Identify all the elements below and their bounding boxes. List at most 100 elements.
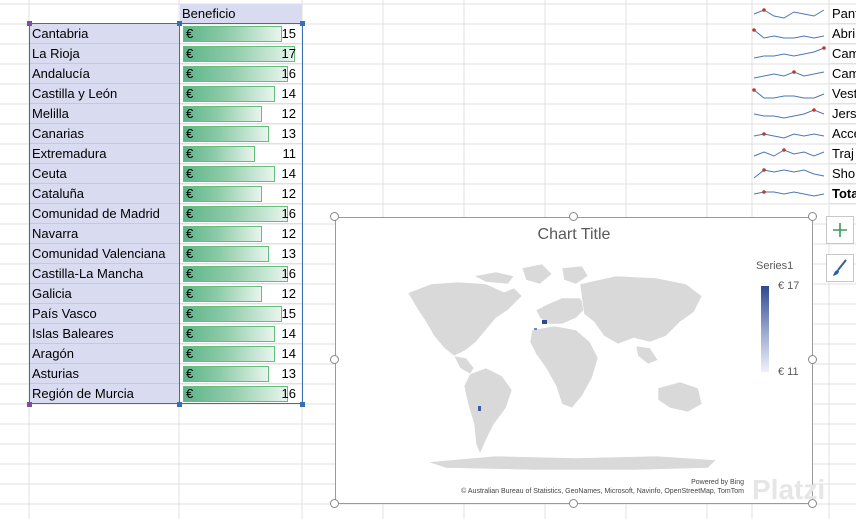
product-label[interactable]: Tota	[830, 184, 856, 204]
sparkline[interactable]	[752, 144, 828, 164]
product-label[interactable]: Acce	[830, 124, 856, 144]
world-map	[407, 263, 717, 471]
region-cell[interactable]: Castilla y León	[29, 84, 179, 104]
benefit-value: 16	[281, 386, 296, 401]
plus-icon	[833, 223, 847, 237]
benefit-cell[interactable]: €14	[180, 164, 302, 184]
region-cell[interactable]: Comunidad Valenciana	[29, 244, 179, 264]
sparkline-high-marker	[762, 132, 766, 136]
data-bar	[183, 106, 262, 122]
chart-resize-handle[interactable]	[569, 212, 578, 221]
product-label[interactable]: Abri	[830, 24, 856, 44]
region-cell[interactable]: Ceuta	[29, 164, 179, 184]
data-bar	[183, 66, 288, 82]
benefit-value: 13	[281, 246, 296, 261]
benefit-cell[interactable]: €16	[180, 204, 302, 224]
benefit-cell[interactable]: €16	[180, 264, 302, 284]
selection-handle[interactable]	[177, 402, 182, 407]
benefit-cell[interactable]: €12	[180, 284, 302, 304]
sparkline[interactable]	[752, 84, 828, 104]
legend-color-scale	[761, 286, 769, 372]
region-cell[interactable]: Canarias	[29, 124, 179, 144]
map-mark-spain	[542, 320, 547, 324]
data-bar	[183, 286, 262, 302]
benefit-cell[interactable]: €11	[180, 144, 302, 164]
region-cell[interactable]: Extremadura	[29, 144, 179, 164]
chart-title[interactable]: Chart Title	[537, 226, 611, 243]
sparkline[interactable]	[752, 4, 828, 24]
header-beneficio[interactable]: Beneficio	[180, 4, 302, 23]
product-label[interactable]: Cam	[830, 44, 856, 64]
map-credits: © Australian Bureau of Statistics, GeoNa…	[461, 488, 744, 495]
sparkline[interactable]	[752, 64, 828, 84]
chart-resize-handle[interactable]	[808, 499, 817, 508]
region-cell[interactable]: Galicia	[29, 284, 179, 304]
sparkline[interactable]	[752, 124, 828, 144]
benefit-cell[interactable]: €16	[180, 384, 302, 404]
benefit-cell[interactable]: €14	[180, 344, 302, 364]
benefit-cell[interactable]: €13	[180, 364, 302, 384]
product-label[interactable]: Cam	[830, 64, 856, 84]
chart-resize-handle[interactable]	[330, 355, 339, 364]
benefit-value: 14	[281, 326, 296, 341]
sparkline[interactable]	[752, 184, 828, 204]
region-cell[interactable]: Cantabria	[29, 24, 179, 44]
region-cell[interactable]: Comunidad de Madrid	[29, 204, 179, 224]
currency-symbol: €	[186, 106, 194, 121]
sparkline-high-marker	[792, 70, 796, 74]
benefit-cell[interactable]: €12	[180, 104, 302, 124]
product-label[interactable]: Pant	[830, 4, 856, 24]
benefit-cell[interactable]: €17	[180, 44, 302, 64]
chart-elements-button[interactable]	[826, 216, 854, 244]
chart-resize-handle[interactable]	[808, 212, 817, 221]
product-label[interactable]: Sho	[830, 164, 856, 184]
selection-handle[interactable]	[177, 21, 182, 26]
sparkline[interactable]	[752, 164, 828, 184]
product-label[interactable]: Vest	[830, 84, 856, 104]
region-cell[interactable]: Cataluña	[29, 184, 179, 204]
selection-handle[interactable]	[300, 402, 305, 407]
currency-symbol: €	[186, 266, 194, 281]
benefit-cell[interactable]: €15	[180, 304, 302, 324]
benefit-cell[interactable]: €13	[180, 244, 302, 264]
map-chart[interactable]: Chart Title Series1	[335, 217, 813, 504]
powered-by-label: Powered by Bing	[691, 479, 744, 486]
benefit-cell[interactable]: €13	[180, 124, 302, 144]
benefit-cell[interactable]: €14	[180, 324, 302, 344]
benefit-cell[interactable]: €12	[180, 184, 302, 204]
product-label[interactable]: Jers	[830, 104, 856, 124]
sparkline[interactable]	[752, 24, 828, 44]
region-cell[interactable]: Región de Murcia	[29, 384, 179, 404]
selection-handle[interactable]	[300, 21, 305, 26]
chart-resize-handle[interactable]	[569, 499, 578, 508]
region-cell[interactable]: Islas Baleares	[29, 324, 179, 344]
benefit-cell[interactable]: €16	[180, 64, 302, 84]
sparkline-high-marker	[782, 148, 786, 152]
sparkline-high-marker	[762, 8, 766, 12]
chart-resize-handle[interactable]	[330, 212, 339, 221]
data-bar	[183, 126, 269, 142]
chart-resize-handle[interactable]	[330, 499, 339, 508]
region-cell[interactable]: Andalucía	[29, 64, 179, 84]
sparkline[interactable]	[752, 44, 828, 64]
selection-handle[interactable]	[27, 402, 32, 407]
sparkline[interactable]	[752, 104, 828, 124]
chart-styles-button[interactable]	[826, 254, 854, 282]
region-cell[interactable]: Melilla	[29, 104, 179, 124]
region-cell[interactable]: Aragón	[29, 344, 179, 364]
benefit-value: 16	[281, 206, 296, 221]
region-cell[interactable]: Castilla-La Mancha	[29, 264, 179, 284]
product-label[interactable]: Traj	[830, 144, 856, 164]
region-cell[interactable]: País Vasco	[29, 304, 179, 324]
data-bar	[183, 146, 255, 162]
currency-symbol: €	[186, 286, 194, 301]
benefit-cell[interactable]: €12	[180, 224, 302, 244]
chart-resize-handle[interactable]	[808, 355, 817, 364]
region-cell[interactable]: Navarra	[29, 224, 179, 244]
region-cell[interactable]: Asturias	[29, 364, 179, 384]
region-cell[interactable]: La Rioja	[29, 44, 179, 64]
benefit-cell[interactable]: €15	[180, 24, 302, 44]
selection-handle[interactable]	[27, 21, 32, 26]
sparkline-high-marker	[762, 168, 766, 172]
benefit-cell[interactable]: €14	[180, 84, 302, 104]
